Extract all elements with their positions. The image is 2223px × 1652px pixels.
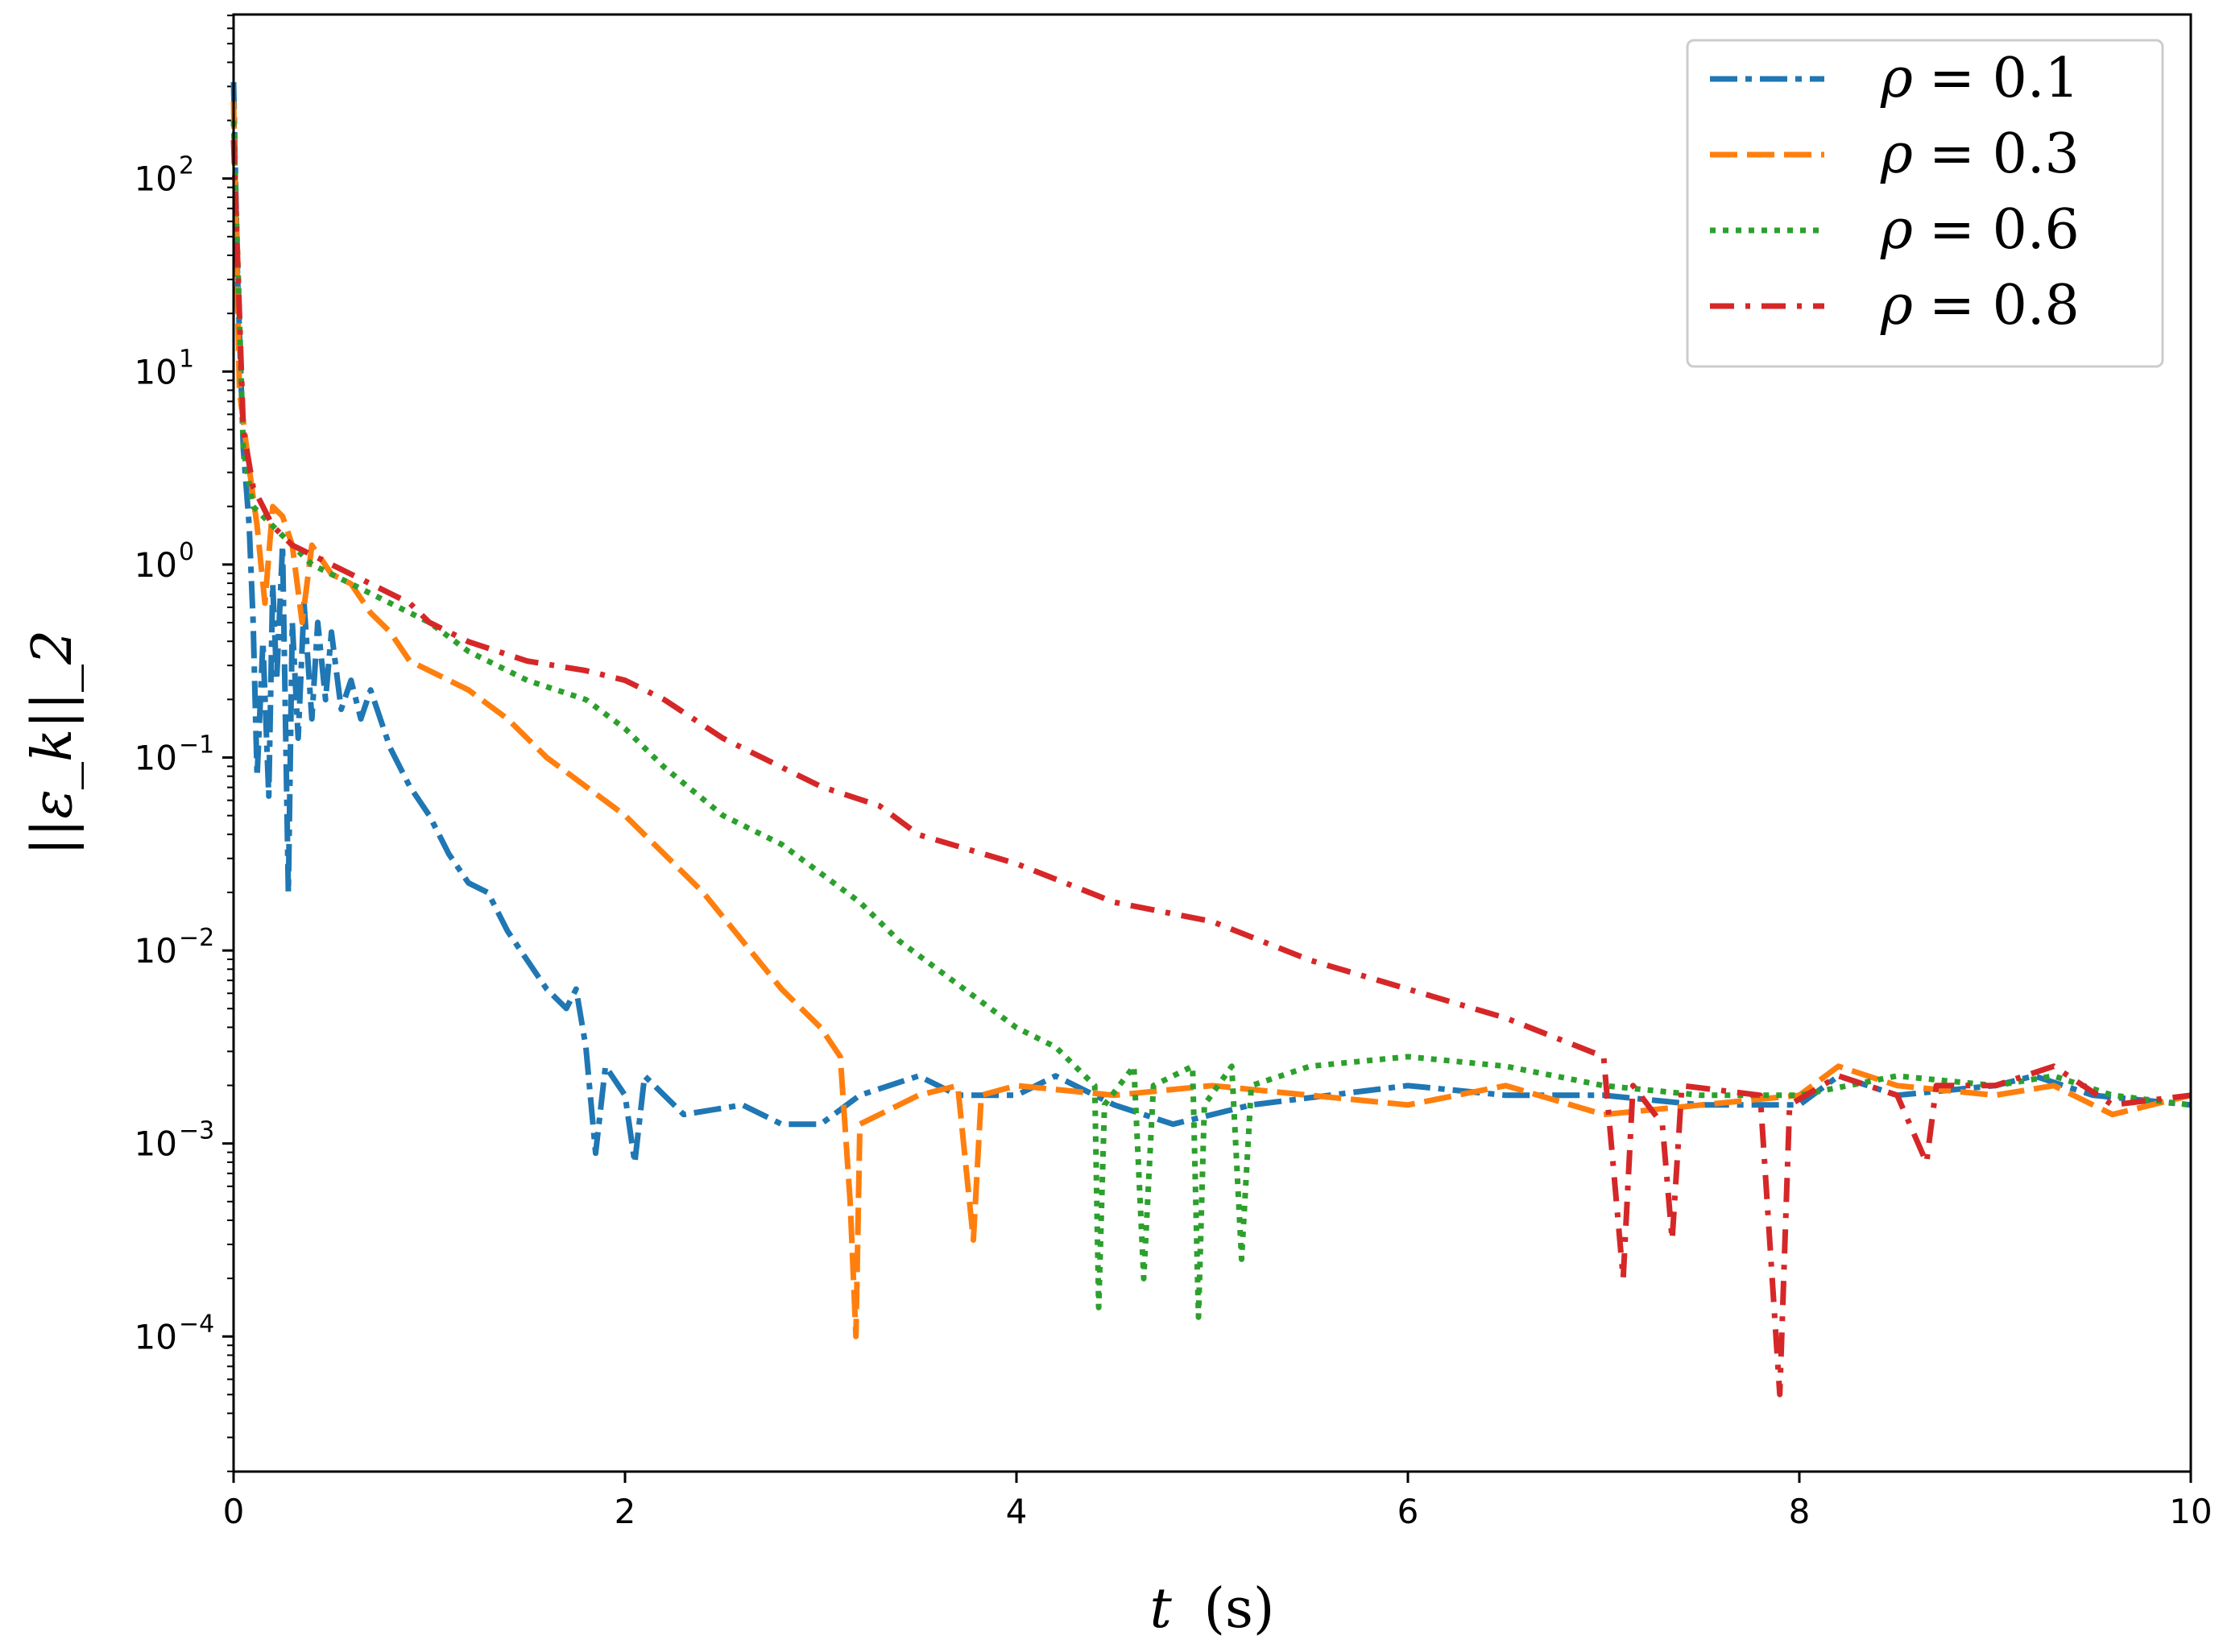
y-tick-exponent: −1 [179, 731, 214, 759]
plot-frame [232, 13, 2192, 1473]
y-tick-label: 10 [135, 1124, 177, 1164]
legend: ρ = 0.1 ρ = 0.3 ρ = 0.6 ρ = 0.8 [1686, 39, 2164, 368]
x-axis-label-var: t [1150, 1577, 1173, 1641]
y-tick-exponent: 1 [179, 345, 194, 373]
series-layer [230, 81, 2192, 1397]
y-tick-exponent: 2 [179, 152, 194, 180]
x-axis-label-unit: (s) [1203, 1577, 1274, 1641]
x-tick-label: 8 [1789, 1492, 1811, 1531]
legend-label-3: ρ = 0.6 [1880, 198, 2080, 262]
x-tick-label: 0 [223, 1492, 245, 1531]
series-line-2 [230, 101, 2192, 1339]
y-tick-label: 10 [135, 352, 177, 391]
legend-label-2: ρ = 0.3 [1880, 122, 2080, 186]
y-tick-exponent: −3 [179, 1117, 214, 1145]
x-tick-label: 10 [2169, 1492, 2212, 1531]
y-axis-label: ||ε_k||_2 [21, 630, 85, 856]
y-tick-label: 10 [135, 1317, 177, 1356]
x-tick-label: 2 [615, 1492, 636, 1531]
y-tick-label: 10 [135, 931, 177, 971]
x-tick-label: 4 [1006, 1492, 1028, 1531]
y-tick-exponent: −4 [179, 1310, 214, 1338]
y-tick-label: 10 [135, 545, 177, 585]
x-axis-label: t (s) [1150, 1577, 1275, 1641]
legend-label-4: ρ = 0.8 [1880, 274, 2080, 337]
series-line-1 [230, 81, 2192, 1166]
y-tick-label: 10 [135, 159, 177, 199]
y-tick-exponent: −2 [179, 924, 214, 952]
x-tick-label: 6 [1397, 1492, 1419, 1531]
y-tick-label: 10 [135, 738, 177, 777]
series-line-4 [230, 139, 2192, 1397]
y-tick-exponent: 0 [179, 538, 194, 566]
legend-label-1: ρ = 0.1 [1880, 47, 2080, 110]
legend-box [1686, 39, 2164, 368]
